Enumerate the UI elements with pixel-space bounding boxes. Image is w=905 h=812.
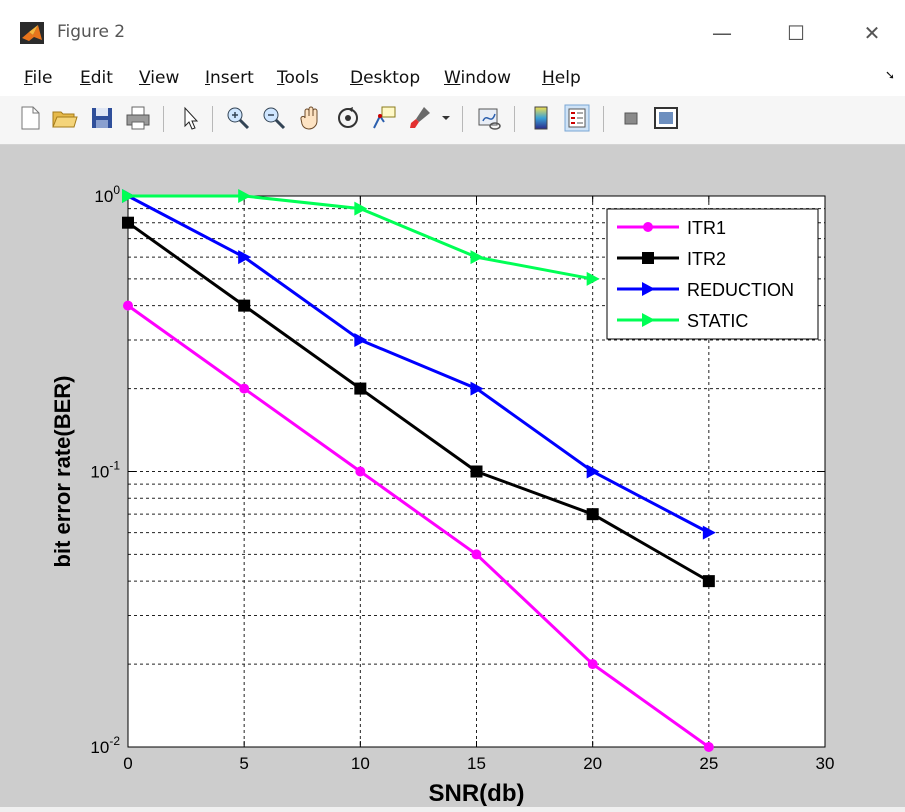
x-tick-label: 30 <box>816 754 835 773</box>
data-point <box>238 189 252 203</box>
data-point <box>586 464 600 479</box>
y-axis-label: bit error rate(BER) <box>50 376 75 568</box>
data-point <box>470 465 483 478</box>
toolbar-separator <box>212 106 213 132</box>
data-point <box>642 252 654 264</box>
data-point <box>642 282 655 296</box>
dock-arrow-icon[interactable]: ➘ <box>884 68 895 82</box>
ber-chart: 0 5 10 15 20 25 30 100 10-1 10-2 ITR1 ITR2 REDUCTION… <box>50 183 835 807</box>
save-icon[interactable] <box>88 104 116 132</box>
legend-label: ITR1 <box>687 218 726 238</box>
toolbar-separator <box>163 106 164 132</box>
data-point <box>470 250 484 265</box>
pan-hand-icon[interactable] <box>297 104 325 132</box>
new-figure-icon[interactable] <box>16 104 44 132</box>
data-point <box>238 299 251 312</box>
series-line <box>127 221 710 583</box>
legend-label: STATIC <box>687 311 748 331</box>
y-tick-label: 10-2 <box>90 734 120 757</box>
data-point <box>239 383 250 394</box>
data-point <box>586 508 599 521</box>
data-cursor-icon[interactable] <box>370 104 398 132</box>
series-line <box>127 194 710 534</box>
data-point <box>238 250 252 265</box>
chevron-down-icon[interactable] <box>436 104 456 132</box>
maximize-button[interactable]: ☐ <box>787 21 805 45</box>
figure-canvas: 0 5 10 15 20 25 30 100 10-1 10-2 ITR1 ITR2 REDUCTION… <box>0 145 905 807</box>
x-tick-label: 15 <box>467 754 486 773</box>
x-tick-label: 5 <box>239 754 248 773</box>
x-tick-label: 20 <box>583 754 602 773</box>
print-icon[interactable] <box>124 104 152 132</box>
data-point <box>642 313 655 327</box>
data-point <box>587 659 598 670</box>
toolbar <box>0 96 905 145</box>
legend-label: REDUCTION <box>687 280 794 300</box>
x-tick-label: 25 <box>699 754 718 773</box>
menu-insert[interactable]: Insert <box>205 68 254 88</box>
menu-window[interactable]: Window <box>444 68 512 88</box>
toolbar-separator <box>462 106 463 132</box>
toolbar-separator <box>603 106 604 132</box>
data-point <box>122 189 135 203</box>
hide-plot-tools-icon[interactable] <box>617 104 645 132</box>
menu-bar: File Edit View Insert Tools Desktop Wind… <box>0 60 905 96</box>
open-file-icon[interactable] <box>50 104 78 132</box>
menu-desktop[interactable]: Desktop <box>350 68 421 88</box>
zoom-in-icon[interactable] <box>224 104 252 132</box>
menu-edit[interactable]: Edit <box>80 68 113 88</box>
data-point <box>122 216 134 229</box>
zoom-out-icon[interactable] <box>260 104 288 132</box>
rotate-3d-icon[interactable] <box>334 104 362 132</box>
brush-icon[interactable] <box>406 104 434 132</box>
data-point <box>702 575 715 588</box>
data-point <box>470 381 484 396</box>
y-tick-label: 100 <box>94 183 120 206</box>
matlab-logo-icon <box>20 22 44 44</box>
menu-file[interactable]: File <box>24 68 53 88</box>
data-point <box>586 271 600 286</box>
arrow-pointer-icon[interactable] <box>176 104 204 132</box>
window-title: Figure 2 <box>57 22 126 42</box>
minimize-button[interactable]: — <box>712 21 732 45</box>
legend-icon[interactable] <box>563 104 591 132</box>
legend-label: ITR2 <box>687 249 726 269</box>
data-point <box>643 222 653 232</box>
data-point <box>354 333 368 348</box>
y-tick-label: 10-1 <box>90 459 120 482</box>
toolbar-separator <box>514 106 515 132</box>
colorbar-icon[interactable] <box>527 104 555 132</box>
title-bar: Figure 2 — ☐ ✕ <box>0 0 905 60</box>
series-line <box>127 304 710 749</box>
show-plot-tools-icon[interactable] <box>652 104 680 132</box>
link-plot-icon[interactable] <box>475 104 503 132</box>
x-tick-label: 10 <box>351 754 370 773</box>
data-point <box>354 201 368 216</box>
data-point <box>354 382 367 395</box>
data-point <box>703 742 714 752</box>
data-point <box>702 525 716 540</box>
data-point <box>471 549 482 560</box>
x-axis-label: SNR(db) <box>429 780 525 807</box>
menu-tools[interactable]: Tools <box>277 68 319 88</box>
data-point <box>123 300 133 311</box>
x-tick-label: 0 <box>123 754 132 773</box>
close-button[interactable]: ✕ <box>863 21 881 45</box>
menu-view[interactable]: View <box>139 68 180 88</box>
menu-help[interactable]: Help <box>542 68 581 88</box>
data-point <box>355 466 366 477</box>
